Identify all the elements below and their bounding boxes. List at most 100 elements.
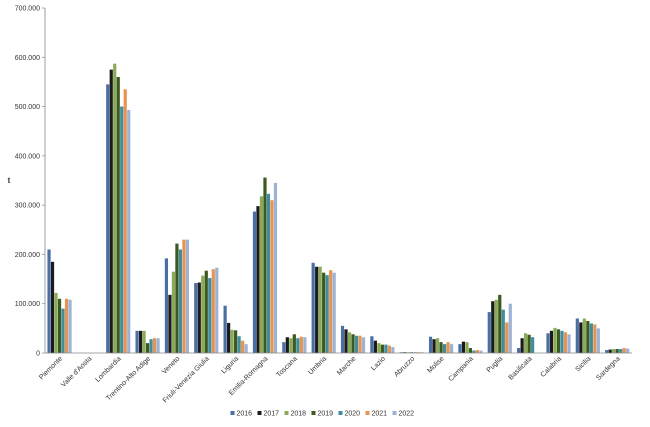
legend-swatch: [338, 411, 343, 415]
bar: [508, 303, 512, 353]
bar: [446, 342, 450, 353]
bar: [435, 338, 440, 353]
bar: [579, 322, 583, 353]
legend-label: 2021: [372, 411, 388, 418]
bar: [361, 337, 366, 353]
y-tick-label: 600.000: [15, 55, 40, 62]
bar: [377, 343, 381, 353]
x-tick-label: Valle d'Aosta: [60, 355, 93, 388]
bar: [234, 330, 238, 353]
y-tick-label: 0: [36, 351, 40, 358]
legend-label: 2016: [237, 411, 253, 418]
x-tick-label: Piemonte: [38, 355, 64, 381]
bar: [432, 339, 436, 353]
legend-label: 2018: [291, 411, 307, 418]
bar: [135, 330, 139, 353]
bar: [182, 239, 186, 353]
x-tick-label: Campania: [447, 355, 475, 383]
bar: [465, 342, 469, 353]
x-tick-label: Molise: [426, 355, 445, 374]
bar: [575, 318, 579, 353]
x-tick-label: Sardegna: [595, 355, 621, 381]
bar: [303, 337, 307, 353]
bar: [546, 333, 550, 353]
y-tick-label: 700.000: [15, 6, 40, 13]
bar: [567, 334, 571, 353]
bar: [479, 350, 483, 353]
bar: [241, 340, 245, 353]
bar: [109, 69, 113, 353]
legend-swatch: [311, 411, 316, 415]
bar: [175, 243, 179, 353]
bar: [380, 344, 384, 353]
bar: [168, 294, 172, 353]
bar: [116, 77, 120, 353]
y-tick-label: 400.000: [15, 153, 40, 160]
bar: [164, 258, 169, 353]
bar: [311, 262, 315, 353]
bar: [442, 344, 447, 353]
bar: [299, 336, 303, 353]
bar: [615, 349, 619, 353]
bar: [458, 344, 462, 353]
bar: [273, 182, 278, 353]
bar: [244, 344, 248, 353]
bar: [106, 84, 110, 354]
legend-swatch: [284, 411, 289, 415]
bar: [227, 322, 231, 353]
bar: [391, 347, 395, 353]
bar: [318, 266, 322, 353]
bar: [501, 309, 505, 353]
bar: [605, 350, 609, 353]
x-tick-label: Abruzzo: [393, 355, 416, 378]
bar: [68, 299, 72, 353]
bar: [194, 283, 198, 353]
bar: [315, 266, 319, 353]
bar: [223, 305, 227, 353]
bar: [171, 271, 176, 353]
bar: [358, 335, 362, 353]
bar: [47, 249, 51, 353]
bar: [472, 350, 476, 353]
bar: [384, 344, 388, 353]
y-tick-label: 300.000: [15, 203, 40, 210]
bar: [553, 327, 557, 353]
x-tick-label: Umbria: [307, 355, 328, 376]
bar: [263, 177, 267, 353]
bar: [494, 299, 498, 353]
bar: [549, 330, 554, 353]
bar: [237, 336, 241, 353]
bar: [582, 318, 586, 353]
bar: [354, 335, 359, 353]
bar: [61, 308, 65, 353]
bar: [498, 294, 502, 353]
bar: [370, 336, 374, 353]
legend-swatch: [230, 411, 235, 415]
bar: [487, 312, 491, 353]
bar: [149, 339, 153, 353]
y-axis-label: t: [8, 176, 11, 185]
y-tick-label: 200.000: [15, 252, 40, 259]
bar: [461, 341, 466, 353]
bar: [449, 344, 454, 353]
x-tick-label: Lazio: [370, 355, 387, 372]
bar: [145, 343, 150, 353]
y-tick-label: 500.000: [15, 104, 40, 111]
bar: [230, 329, 234, 353]
legend-swatch: [365, 411, 370, 415]
bar: [491, 301, 495, 353]
legend-label: 2022: [399, 411, 415, 418]
bar: [215, 267, 219, 353]
bar: [586, 320, 590, 353]
bar: [373, 340, 377, 353]
bar: [252, 211, 257, 353]
bar: [589, 323, 593, 353]
bar: [178, 249, 183, 353]
bar: [622, 348, 626, 353]
bar: [142, 330, 146, 353]
bar: [296, 338, 300, 353]
x-tick-label: Calabria: [540, 355, 563, 378]
bar: [619, 349, 623, 353]
bar: [259, 196, 264, 353]
